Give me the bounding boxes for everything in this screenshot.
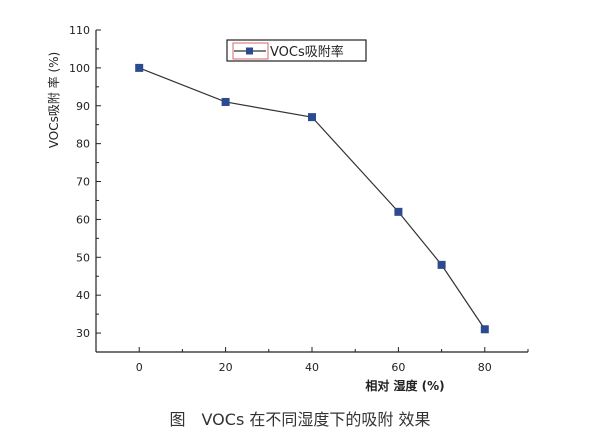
x-tick-label: 0	[136, 361, 143, 374]
y-tick-label: 60	[76, 213, 90, 226]
y-tick-label: 40	[76, 289, 90, 302]
y-tick-label: 50	[76, 251, 90, 264]
x-tick-label: 40	[305, 361, 319, 374]
figure-caption: 图 VOCs 在不同湿度下的吸附 效果	[170, 410, 431, 429]
y-tick-label: 110	[69, 24, 90, 37]
data-point	[480, 325, 489, 334]
legend-label: VOCs吸附率	[270, 44, 344, 60]
axes: 30 40 50 60 70 80 90 100 110 0 20 40 60 80	[69, 24, 529, 374]
y-tick-label: 100	[69, 62, 90, 75]
y-tick-label: 80	[76, 138, 90, 151]
data-point	[394, 207, 403, 216]
x-tick-label: 20	[219, 361, 233, 374]
plot-area	[135, 63, 489, 334]
y-tick-label: 30	[76, 327, 90, 340]
y-tick-label: 70	[76, 176, 90, 189]
x-tick-label: 80	[478, 361, 492, 374]
data-point	[308, 113, 316, 122]
data-point	[221, 97, 230, 106]
legend: VOCs吸附率	[226, 39, 367, 62]
y-tick-label: 90	[76, 100, 90, 113]
data-point	[437, 260, 446, 269]
legend-marker	[246, 47, 253, 55]
x-axis-label: 相对 湿度 (%)	[365, 378, 444, 393]
series-line	[138, 67, 486, 330]
x-tick-label: 60	[391, 361, 405, 374]
data-point	[135, 63, 144, 72]
y-axis-label: VOCs吸附 率 (%)	[46, 52, 61, 148]
